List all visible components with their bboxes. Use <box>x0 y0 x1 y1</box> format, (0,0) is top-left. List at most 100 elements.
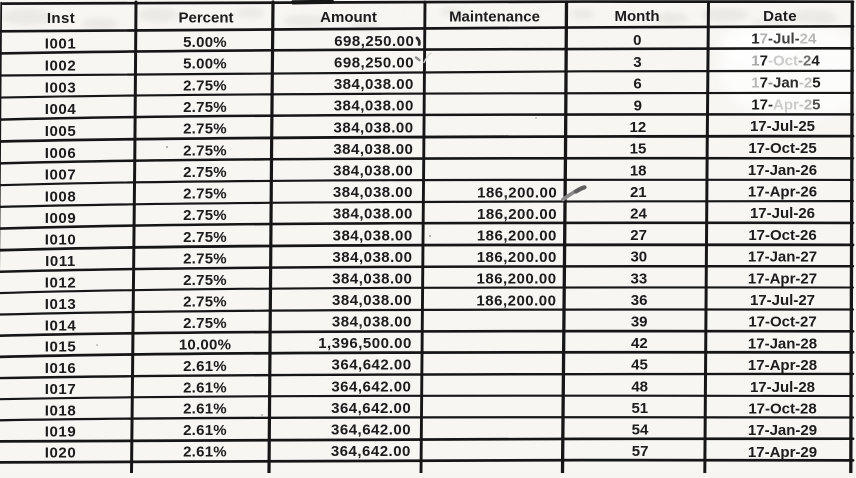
svg-text:48: 48 <box>631 378 648 395</box>
svg-text:Inst: Inst <box>47 10 75 27</box>
svg-text:384,038.00: 384,038.00 <box>333 184 413 201</box>
svg-text:17-Apr-28: 17-Apr-28 <box>748 357 817 374</box>
svg-text:3: 3 <box>633 54 641 71</box>
svg-text:364,642.00: 364,642.00 <box>331 400 411 417</box>
svg-text:51: 51 <box>631 400 648 417</box>
svg-text:I019: I019 <box>45 424 77 441</box>
svg-text:364,642.00: 364,642.00 <box>332 357 412 374</box>
svg-text:I014: I014 <box>45 317 77 334</box>
svg-text:33: 33 <box>631 270 648 287</box>
svg-text:2.75%: 2.75% <box>183 77 227 94</box>
svg-text:186,200.00: 186,200.00 <box>477 271 557 288</box>
svg-text:2.75%: 2.75% <box>183 229 227 246</box>
svg-text:17-Oct-27: 17-Oct-27 <box>748 314 816 331</box>
svg-text:57: 57 <box>632 443 649 460</box>
svg-text:I007: I007 <box>45 167 77 184</box>
svg-text:I009: I009 <box>45 210 77 227</box>
svg-text:698,250.00: 698,250.00 <box>334 33 414 50</box>
svg-text:5.00%: 5.00% <box>183 56 227 73</box>
svg-text:I005: I005 <box>45 123 77 140</box>
svg-text:Amount: Amount <box>320 9 377 26</box>
svg-text:17-Jul-27: 17-Jul-27 <box>750 292 815 309</box>
svg-text:17-Apr-25: 17-Apr-25 <box>751 96 820 113</box>
svg-text:Month: Month <box>615 8 660 25</box>
svg-text:384,038.00: 384,038.00 <box>334 119 414 136</box>
svg-text:I020: I020 <box>45 445 77 462</box>
svg-text:2.75%: 2.75% <box>183 207 227 224</box>
svg-text:27: 27 <box>630 227 647 244</box>
svg-text:384,038.00: 384,038.00 <box>334 76 414 93</box>
svg-text:2.75%: 2.75% <box>183 186 227 203</box>
svg-text:384,038.00: 384,038.00 <box>334 98 414 115</box>
svg-text:17-Jan-25: 17-Jan-25 <box>751 74 820 91</box>
svg-text:I016: I016 <box>45 360 77 377</box>
svg-text:0: 0 <box>633 32 641 49</box>
svg-text:17-Jan-28: 17-Jan-28 <box>748 335 817 352</box>
svg-text:17-Apr-27: 17-Apr-27 <box>748 270 817 287</box>
svg-text:17-Oct-25: 17-Oct-25 <box>748 140 816 157</box>
svg-text:17-Jul-26: 17-Jul-26 <box>750 205 815 222</box>
svg-text:384,038.00: 384,038.00 <box>333 141 413 158</box>
svg-text:17-Jul-25: 17-Jul-25 <box>750 118 815 135</box>
svg-text:42: 42 <box>631 335 648 352</box>
svg-text:30: 30 <box>630 249 647 266</box>
svg-text:36: 36 <box>631 292 648 309</box>
svg-text:15: 15 <box>630 141 647 158</box>
svg-text:17-Jan-26: 17-Jan-26 <box>748 162 817 179</box>
svg-text:18: 18 <box>630 162 647 179</box>
svg-text:24: 24 <box>630 206 647 223</box>
svg-text:9: 9 <box>634 97 642 114</box>
svg-text:I006: I006 <box>45 145 77 162</box>
svg-text:17-Apr-26: 17-Apr-26 <box>748 184 817 201</box>
svg-text:6: 6 <box>633 76 641 93</box>
svg-text:21: 21 <box>630 184 647 201</box>
svg-text:5.00%: 5.00% <box>183 34 227 51</box>
svg-text:384,038.00: 384,038.00 <box>333 206 413 223</box>
svg-text:364,642.00: 364,642.00 <box>331 378 411 395</box>
svg-text:Percent: Percent <box>178 9 233 26</box>
svg-text:17-Apr-29: 17-Apr-29 <box>748 444 817 461</box>
svg-text:I012: I012 <box>45 275 77 292</box>
svg-text:364,642.00: 364,642.00 <box>331 443 411 460</box>
svg-text:10.00%: 10.00% <box>179 336 231 353</box>
svg-text:2.61%: 2.61% <box>183 358 227 375</box>
svg-text:17-Oct-28: 17-Oct-28 <box>748 401 816 418</box>
svg-text:I004: I004 <box>45 101 77 118</box>
svg-text:2.61%: 2.61% <box>183 401 227 418</box>
svg-text:2.61%: 2.61% <box>183 422 227 439</box>
svg-text:Date: Date <box>763 8 797 25</box>
svg-text:384,038.00: 384,038.00 <box>332 270 412 287</box>
svg-text:17-Oct-26: 17-Oct-26 <box>748 227 816 244</box>
svg-text:I013: I013 <box>45 296 77 313</box>
svg-text:I008: I008 <box>45 188 77 205</box>
svg-text:698,250.00: 698,250.00 <box>334 54 414 71</box>
svg-text:364,642.00: 364,642.00 <box>331 422 411 439</box>
svg-text:384,038.00: 384,038.00 <box>332 314 412 331</box>
svg-text:2.75%: 2.75% <box>183 315 227 332</box>
svg-text:186,200.00: 186,200.00 <box>476 292 556 309</box>
svg-text:Maintenance: Maintenance <box>449 8 540 25</box>
svg-text:384,038.00: 384,038.00 <box>333 227 413 244</box>
svg-text:54: 54 <box>632 421 649 438</box>
svg-text:384,038.00: 384,038.00 <box>332 292 412 309</box>
svg-text:17-Jul-28: 17-Jul-28 <box>750 379 815 396</box>
svg-text:39: 39 <box>631 314 648 331</box>
svg-text:17-Jan-27: 17-Jan-27 <box>748 249 817 266</box>
svg-text:I001: I001 <box>45 36 77 53</box>
svg-text:I003: I003 <box>45 79 77 96</box>
svg-text:186,200.00: 186,200.00 <box>477 249 557 266</box>
svg-text:2.75%: 2.75% <box>183 99 227 116</box>
svg-text:I010: I010 <box>45 232 77 249</box>
svg-text:45: 45 <box>631 357 648 374</box>
svg-text:2.75%: 2.75% <box>183 272 227 289</box>
svg-text:I017: I017 <box>45 381 77 398</box>
svg-text:I002: I002 <box>45 57 77 74</box>
svg-text:17-Oct-24: 17-Oct-24 <box>751 52 820 69</box>
svg-text:2.61%: 2.61% <box>183 444 227 461</box>
svg-text:1,396,500.00: 1,396,500.00 <box>318 335 412 352</box>
svg-text:17-Jul-24: 17-Jul-24 <box>751 30 817 47</box>
svg-text:186,200.00: 186,200.00 <box>477 206 557 223</box>
svg-text:2.75%: 2.75% <box>183 164 227 181</box>
svg-text:2.75%: 2.75% <box>183 293 227 310</box>
svg-text:2.61%: 2.61% <box>183 379 227 396</box>
